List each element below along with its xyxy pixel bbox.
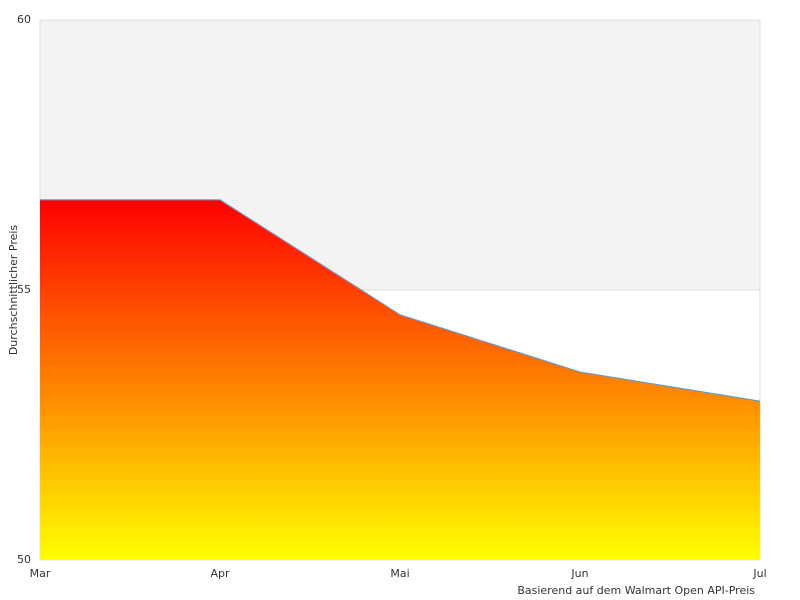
- y-axis-label: Durchschnittlicher Preis: [7, 225, 20, 356]
- x-tick-label: Mai: [390, 567, 409, 580]
- annotation: Basierend auf dem Walmart Open API-Preis: [517, 584, 755, 597]
- y-tick-label: 60: [17, 13, 31, 26]
- x-tick-label: Apr: [210, 567, 230, 580]
- y-tick-label: 55: [17, 283, 31, 296]
- x-tick-label: Jul: [752, 567, 766, 580]
- x-tick-label: Mar: [30, 567, 51, 580]
- x-tick-label: Jun: [570, 567, 588, 580]
- area: [40, 199, 760, 560]
- line: [40, 199, 761, 402]
- y-tick-label: 50: [17, 553, 31, 566]
